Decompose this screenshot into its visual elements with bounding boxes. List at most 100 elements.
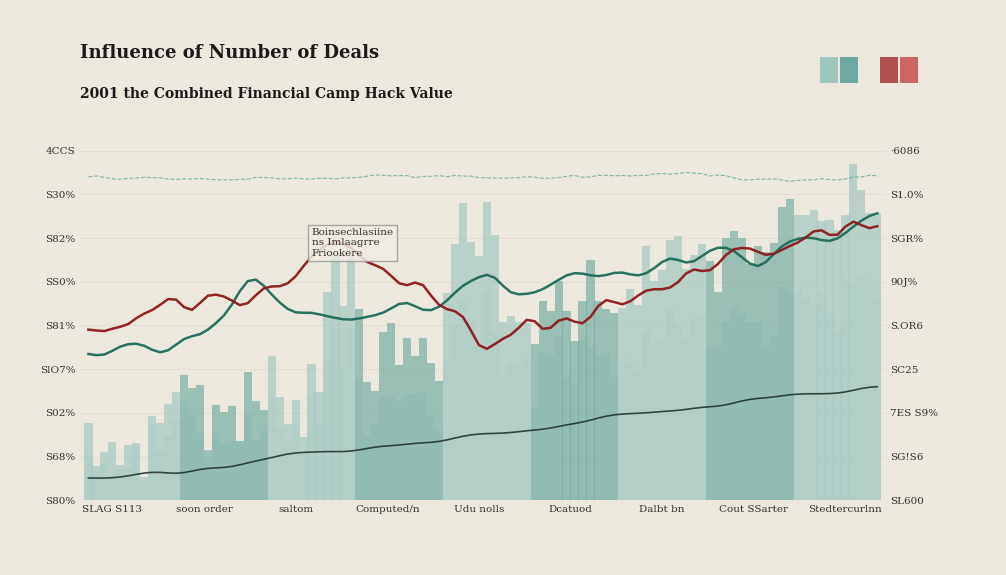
Bar <box>188 388 196 500</box>
Bar <box>459 202 467 500</box>
Bar <box>260 410 268 500</box>
Bar <box>722 322 730 500</box>
Bar <box>292 400 300 500</box>
Bar <box>196 385 204 500</box>
Bar <box>562 378 570 500</box>
Bar <box>833 333 842 500</box>
Bar <box>586 348 595 500</box>
Bar <box>140 477 148 500</box>
Bar <box>204 450 212 500</box>
Bar <box>507 364 515 500</box>
Bar <box>538 352 546 500</box>
Bar <box>690 319 698 500</box>
Bar <box>562 312 570 500</box>
Bar <box>802 215 810 500</box>
Bar <box>180 375 188 500</box>
Bar <box>347 257 355 500</box>
Bar <box>467 242 475 500</box>
Bar <box>308 364 316 500</box>
Bar <box>387 397 395 500</box>
Bar <box>300 452 308 500</box>
Text: Influence of Number of Deals: Influence of Number of Deals <box>80 44 379 62</box>
Bar <box>603 309 611 500</box>
Bar <box>714 347 722 500</box>
Bar <box>826 220 834 500</box>
Bar <box>101 463 109 500</box>
Bar <box>212 434 220 500</box>
Bar <box>363 382 371 500</box>
Bar <box>124 446 133 500</box>
Bar <box>483 202 491 500</box>
Bar <box>93 466 101 500</box>
Bar <box>172 421 180 500</box>
Bar <box>172 392 180 500</box>
Bar <box>810 210 818 500</box>
Bar <box>729 308 738 500</box>
Bar <box>85 423 93 500</box>
Bar <box>435 381 443 500</box>
Bar <box>523 323 531 500</box>
Bar <box>387 323 395 500</box>
Bar <box>802 298 810 500</box>
Bar <box>156 451 164 500</box>
Bar <box>276 429 284 500</box>
Bar <box>243 415 252 500</box>
Bar <box>570 385 578 500</box>
Bar <box>857 190 865 500</box>
Bar <box>379 397 387 500</box>
Bar <box>706 347 714 500</box>
Bar <box>292 425 300 500</box>
Bar <box>132 443 140 500</box>
Bar <box>698 244 706 500</box>
Bar <box>475 256 483 500</box>
Bar <box>626 364 635 500</box>
Bar <box>515 364 523 500</box>
Bar <box>873 298 881 500</box>
Bar <box>810 305 818 500</box>
Bar <box>499 378 507 500</box>
Bar <box>626 289 635 500</box>
Bar <box>706 261 714 500</box>
Bar <box>156 423 164 500</box>
Bar <box>363 436 371 500</box>
Bar <box>164 404 172 500</box>
Bar <box>611 377 619 500</box>
Bar <box>865 289 873 500</box>
Bar <box>666 308 674 500</box>
Bar <box>841 214 849 500</box>
Bar <box>849 285 857 500</box>
Bar <box>411 394 420 500</box>
Bar <box>379 332 387 500</box>
Bar <box>762 252 770 500</box>
Bar <box>586 260 595 500</box>
Bar <box>770 243 778 500</box>
Bar <box>570 341 578 500</box>
Bar <box>753 246 762 500</box>
Bar <box>595 301 603 500</box>
Bar <box>140 482 148 500</box>
Bar <box>459 301 467 500</box>
Bar <box>339 370 347 500</box>
Bar <box>849 163 857 500</box>
Bar <box>666 240 674 500</box>
Bar <box>833 230 842 500</box>
Bar <box>778 207 786 500</box>
Bar <box>180 401 188 500</box>
Bar <box>530 407 539 500</box>
Bar <box>745 264 753 500</box>
Bar <box>794 215 802 500</box>
Bar <box>331 251 340 500</box>
Bar <box>818 294 826 500</box>
Bar <box>770 335 778 500</box>
Bar <box>316 392 324 500</box>
Bar <box>762 346 770 500</box>
Bar <box>491 235 499 500</box>
Bar <box>507 316 515 500</box>
Bar <box>642 331 650 500</box>
Bar <box>753 321 762 500</box>
Bar <box>227 406 236 500</box>
Bar <box>595 356 603 500</box>
Bar <box>499 322 507 500</box>
Bar <box>698 315 706 500</box>
Bar <box>284 439 292 500</box>
